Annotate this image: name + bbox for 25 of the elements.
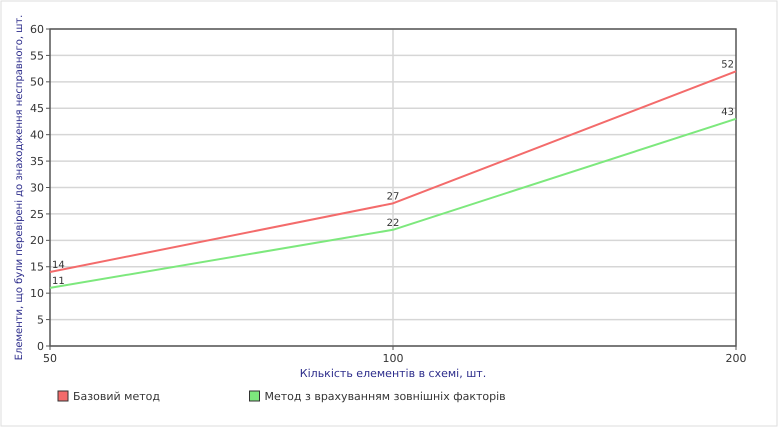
- y-tick-label: 25: [30, 208, 44, 221]
- y-tick-label: 45: [30, 102, 44, 116]
- y-tick-label: 0: [37, 340, 44, 353]
- data-label: 14: [52, 260, 65, 272]
- x-tick-label: 100: [382, 352, 404, 365]
- y-tick-label: 10: [30, 287, 44, 300]
- x-axis-title: Кількість елементів в схемі, шт.: [300, 367, 486, 380]
- y-axis-title: Елементи, що були перевірені до знаходження несправного, шт.: [14, 14, 25, 360]
- data-label: 43: [721, 106, 734, 118]
- y-tick-label: 60: [30, 22, 44, 36]
- y-tick-label: 35: [30, 154, 44, 168]
- legend-label: Метод з врахуванням зовнішніх факторів: [264, 390, 506, 403]
- legend-label: Базовий метод: [73, 390, 160, 403]
- y-tick-label: 15: [30, 260, 44, 274]
- x-tick-label: 200: [726, 352, 746, 365]
- data-label: 27: [386, 191, 400, 202]
- data-label: 52: [721, 59, 734, 70]
- y-tick-label: 40: [30, 128, 44, 142]
- y-tick-label: 30: [30, 181, 44, 194]
- y-tick-label: 20: [30, 234, 44, 248]
- data-label: 11: [52, 276, 65, 287]
- y-tick-label: 50: [30, 76, 44, 89]
- y-tick-label: 5: [37, 313, 44, 326]
- y-tick-label: 55: [30, 49, 44, 62]
- data-label: 22: [386, 218, 400, 229]
